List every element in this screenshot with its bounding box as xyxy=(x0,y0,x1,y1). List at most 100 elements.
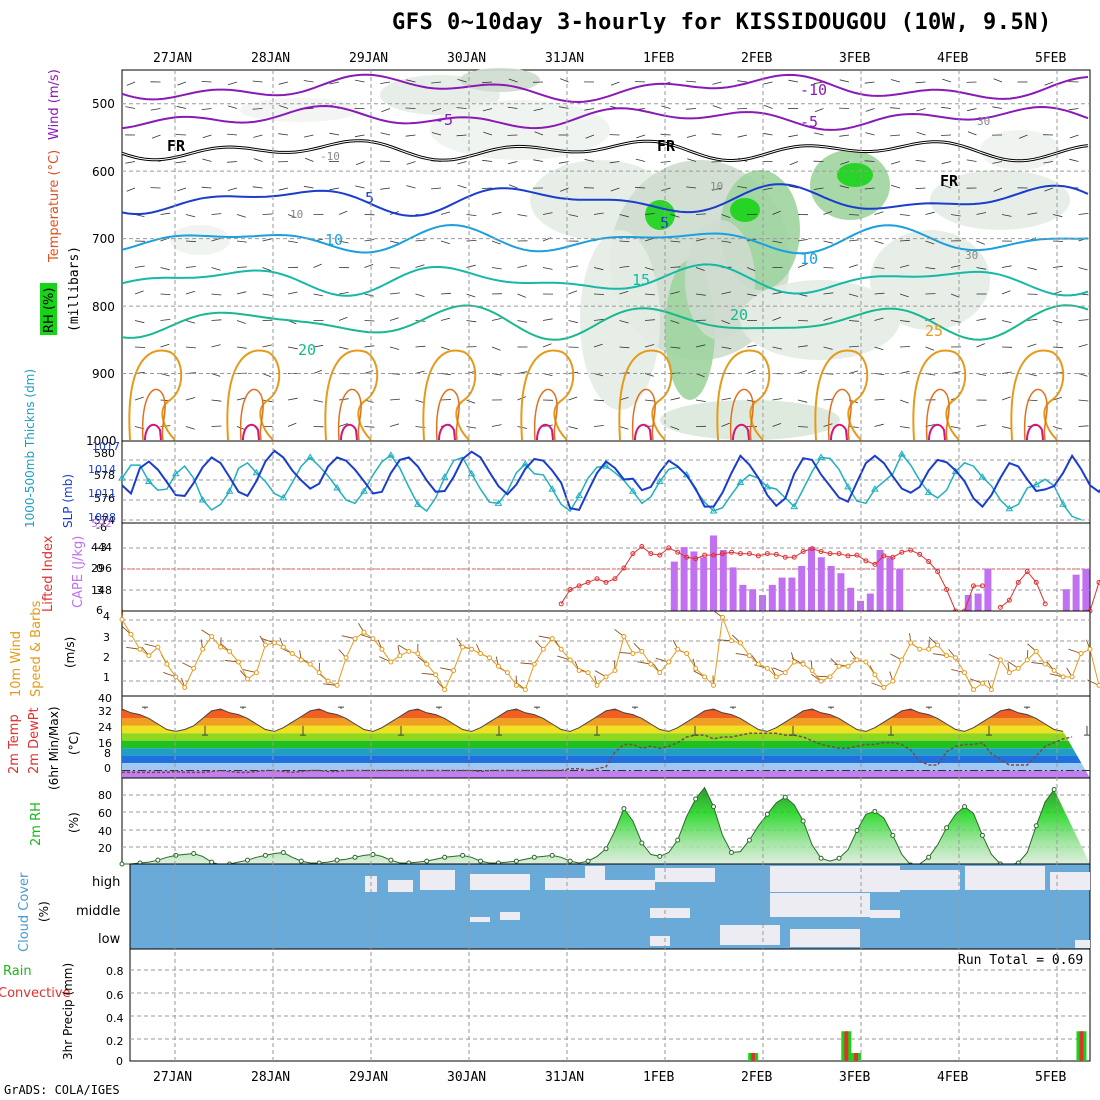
contour-minus10 xyxy=(121,73,1089,104)
cape-bar xyxy=(866,593,874,611)
wind-barb xyxy=(287,214,297,219)
wind-barb xyxy=(644,319,655,321)
wind-barb xyxy=(721,346,732,350)
wind-barb xyxy=(839,134,850,137)
top-date-label: 27JAN xyxy=(153,51,192,66)
wind-speed-point xyxy=(890,678,896,684)
wind-barb xyxy=(287,346,298,350)
rh-color-key xyxy=(40,283,57,335)
wind-barb xyxy=(1027,318,1038,321)
wind-speed-point xyxy=(935,642,941,648)
wind-barb xyxy=(364,264,374,268)
lifted-index-point xyxy=(558,601,564,607)
wind-speed-point xyxy=(334,682,340,688)
upper-air-panel: -10 -5 -5 FR FR FR 5 5 10 10 15 20 20 25 30 10 30 -10 10 xyxy=(121,68,1091,442)
cloud-cover-block xyxy=(545,878,585,890)
wind-barb xyxy=(355,185,365,189)
wind-barb xyxy=(950,293,960,298)
contour-25-loop xyxy=(128,349,183,441)
wind-barb xyxy=(431,187,442,190)
wind-barb xyxy=(262,373,272,378)
wind-barb xyxy=(864,81,875,84)
wind-barb xyxy=(211,213,222,215)
wind-barb xyxy=(125,161,136,164)
rh-point xyxy=(836,855,842,861)
wind-barb xyxy=(1052,320,1063,324)
wind-speed-point xyxy=(764,665,770,671)
rh-contour-fill xyxy=(430,100,610,160)
contour-30-loop xyxy=(239,388,264,441)
wind-barb xyxy=(134,396,144,401)
contour-label: FR xyxy=(167,137,186,155)
contour-30-loop xyxy=(435,388,460,441)
wind-speed-point xyxy=(182,685,188,690)
lifted-index-point xyxy=(997,604,1003,610)
wind-barb xyxy=(814,132,824,136)
wind-barb xyxy=(686,108,697,110)
bottom-date-label: 3FEB xyxy=(839,1070,870,1085)
wind-barb xyxy=(160,319,171,321)
wind-barb xyxy=(389,423,400,427)
wind-barb xyxy=(763,81,773,85)
wind-barb xyxy=(134,290,144,295)
wind-barb xyxy=(338,292,349,295)
contour-label: 30 xyxy=(965,249,978,262)
rh-point xyxy=(890,832,896,838)
bottom-date-label: 31JAN xyxy=(545,1070,584,1085)
cape-bar xyxy=(710,535,717,611)
wind-barb xyxy=(584,159,595,162)
wind-speed-point xyxy=(406,648,412,654)
thickness-point xyxy=(709,507,718,514)
cloud-cover-block xyxy=(470,874,530,890)
max-temp-marker xyxy=(142,706,148,710)
wind-barb xyxy=(431,81,442,84)
wind-barb xyxy=(823,292,834,295)
wind-barb xyxy=(813,187,824,190)
svg-text:574: 574 xyxy=(94,514,115,527)
lifted-index-point xyxy=(711,552,717,558)
contour-label: 10 xyxy=(290,208,303,221)
cloud-cover-panel xyxy=(129,863,1091,950)
cloud-cover-block xyxy=(720,925,780,945)
min-temp-marker xyxy=(496,725,502,736)
contour-25-loop xyxy=(422,349,477,441)
wind-barb xyxy=(262,293,273,296)
rh-contour-fill xyxy=(580,230,660,410)
wind-barb xyxy=(227,133,238,136)
wind-barb xyxy=(874,267,885,269)
wind-barb xyxy=(721,291,731,295)
wind-barb xyxy=(1078,344,1088,348)
wind-speed-point xyxy=(881,685,887,690)
rh-point xyxy=(334,857,340,863)
svg-text:80: 80 xyxy=(98,789,112,802)
thickness-point xyxy=(736,478,745,486)
wind-barb xyxy=(364,320,375,322)
thick-left-label: 1000-500mb Thickns (dm) xyxy=(23,369,37,528)
wind-barb xyxy=(610,81,620,86)
wind-barb xyxy=(992,106,1003,109)
temp-band xyxy=(122,733,1090,741)
svg-text:4: 4 xyxy=(103,610,110,623)
svg-text:40: 40 xyxy=(98,825,112,838)
wind-barb xyxy=(899,239,910,242)
wind-speed-point xyxy=(1069,674,1075,680)
wind-speed-point xyxy=(648,661,654,667)
wind-barb xyxy=(661,187,671,191)
wind-barb xyxy=(1068,108,1079,111)
wind-barb xyxy=(262,238,272,242)
wind-speed-point xyxy=(316,670,322,676)
svg-text:20: 20 xyxy=(98,842,112,855)
wind-label-c: (m/s) xyxy=(63,637,77,668)
rh-point xyxy=(531,854,537,860)
wind-barb xyxy=(890,107,901,109)
temp-band xyxy=(122,755,1090,764)
cloud-cover-block xyxy=(420,870,455,890)
wind-barb xyxy=(839,79,850,83)
wind-barb xyxy=(660,133,671,136)
dewpoint-line xyxy=(122,732,1073,774)
svg-text:0.6: 0.6 xyxy=(106,989,124,1002)
wind-barb xyxy=(201,108,212,110)
wind-barb xyxy=(772,210,781,215)
wind-barb xyxy=(415,293,425,297)
svg-text:middle: middle xyxy=(76,904,120,919)
